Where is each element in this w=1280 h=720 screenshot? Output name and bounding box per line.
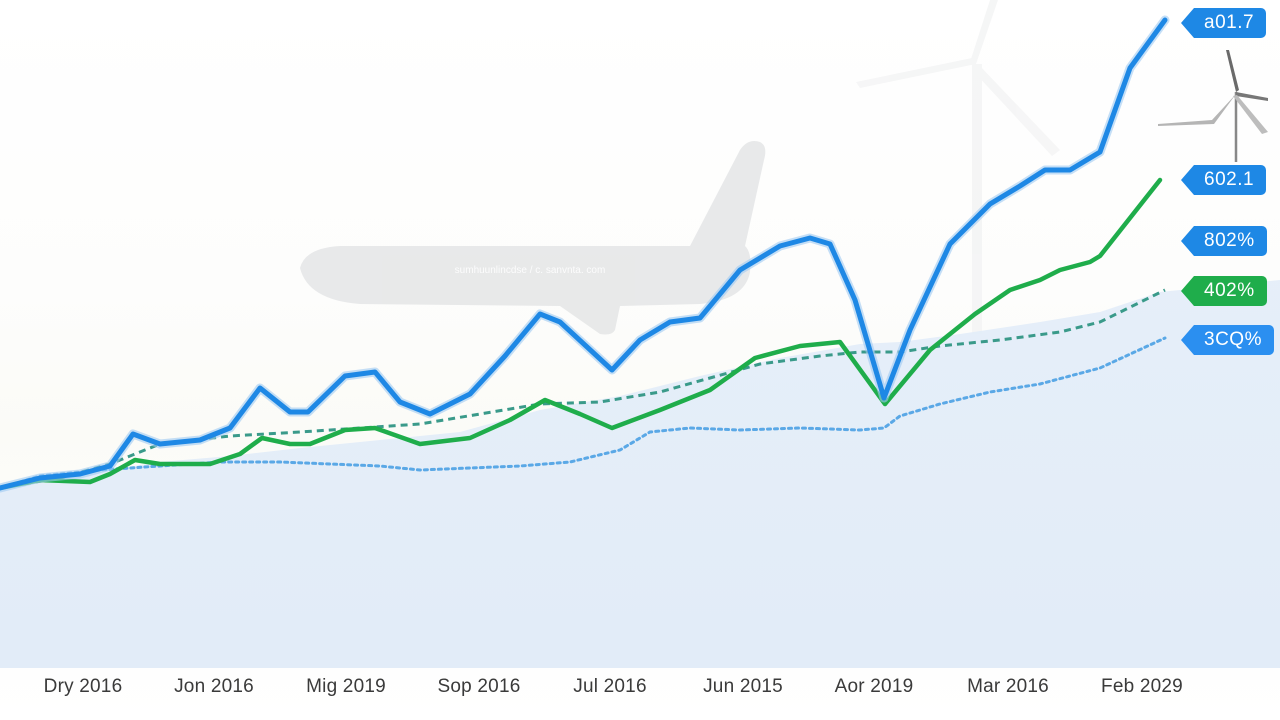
series-teal-dashed [0, 288, 1166, 490]
airplane-icon: sumhuunlincdse / c. sanvnta. com [300, 141, 766, 335]
badge-label: 802% [1204, 230, 1255, 251]
series-lightblue-dotted [0, 336, 1167, 490]
x-tick-label: Mar 2016 [967, 676, 1049, 697]
airplane-watermark-text: sumhuunlincdse / c. sanvnta. com [455, 265, 606, 276]
area-fill [0, 280, 1280, 668]
x-tick-label: Jul 2016 [573, 676, 647, 697]
x-axis: Dry 2016 Jon 2016 Mig 2019 Sop 2016 Jul … [0, 676, 1280, 706]
value-badge-lightblue: 3CQ% [1181, 325, 1274, 355]
x-tick-label: Jun 2015 [703, 676, 783, 697]
series-green-solid [0, 177, 1163, 491]
value-badge-blue-top: a01.7 [1180, 8, 1267, 38]
x-tick-label: Sop 2016 [437, 676, 521, 697]
x-tick-label: Dry 2016 [43, 676, 123, 697]
wind-turbine-icon [1158, 50, 1268, 162]
wind-turbine-large-icon [856, 0, 1060, 334]
x-tick-label: Jon 2016 [174, 676, 254, 697]
value-badge-green: 402% [1181, 276, 1267, 306]
value-badge-blue-third: 802% [1181, 226, 1267, 256]
badge-label: 3CQ% [1204, 329, 1262, 350]
badge-label: a01.7 [1204, 12, 1255, 33]
series-blue-solid [0, 17, 1168, 491]
badge-label: 402% [1204, 280, 1255, 301]
x-tick-label: Mig 2019 [306, 676, 386, 697]
x-tick-label: Aor 2019 [834, 676, 914, 697]
x-tick-label: Feb 2029 [1101, 676, 1183, 697]
badge-label: 602.1 [1204, 169, 1255, 190]
value-badge-blue-second: 602.1 [1180, 165, 1267, 195]
